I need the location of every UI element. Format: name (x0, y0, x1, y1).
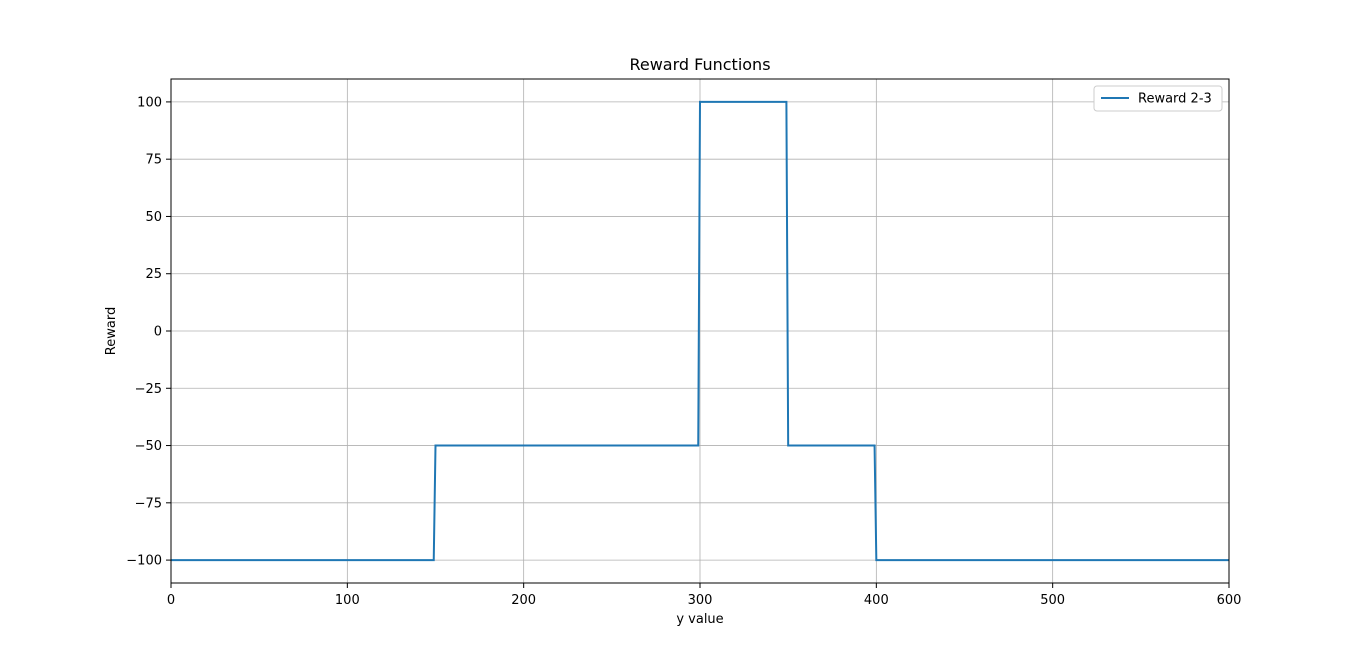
y-tick-label: 50 (145, 210, 162, 225)
chart-title: Reward Functions (629, 55, 770, 74)
y-tick-label: 75 (145, 153, 162, 168)
x-tick-label: 300 (688, 593, 713, 608)
y-tick-label: 0 (154, 325, 162, 340)
x-tick-label: 400 (864, 593, 889, 608)
y-tick-label: −75 (135, 496, 162, 511)
y-axis-ticks: −100 −75 −50 −25 0 25 50 75 100 (126, 95, 171, 569)
legend: Reward 2-3 (1093, 85, 1223, 112)
y-tick-label: 25 (145, 267, 162, 282)
y-tick-label: −100 (126, 554, 162, 569)
x-axis-title: y value (676, 612, 723, 627)
series-layer (171, 100, 1229, 562)
x-tick-label: 0 (167, 593, 175, 608)
y-axis-title: Reward (104, 307, 119, 355)
x-tick-label: 100 (335, 593, 360, 608)
series-line-reward-2-3 (171, 100, 1229, 562)
legend-label-reward-2-3: Reward 2-3 (1138, 92, 1212, 107)
x-axis-ticks: 0 100 200 300 400 500 600 (167, 583, 1242, 608)
y-tick-label: 100 (137, 95, 162, 110)
x-tick-label: 500 (1040, 593, 1065, 608)
x-tick-label: 200 (511, 593, 536, 608)
y-tick-label: −25 (135, 382, 162, 397)
y-tick-label: −50 (135, 439, 162, 454)
x-tick-label: 600 (1217, 593, 1242, 608)
legend-box (1093, 85, 1223, 112)
